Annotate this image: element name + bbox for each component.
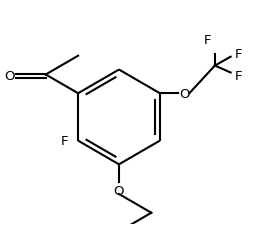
- Text: O: O: [4, 70, 14, 83]
- Text: F: F: [203, 34, 211, 47]
- Text: F: F: [235, 70, 242, 83]
- Text: F: F: [235, 48, 242, 61]
- Text: O: O: [114, 184, 124, 197]
- Text: O: O: [180, 87, 190, 100]
- Text: F: F: [61, 135, 68, 148]
